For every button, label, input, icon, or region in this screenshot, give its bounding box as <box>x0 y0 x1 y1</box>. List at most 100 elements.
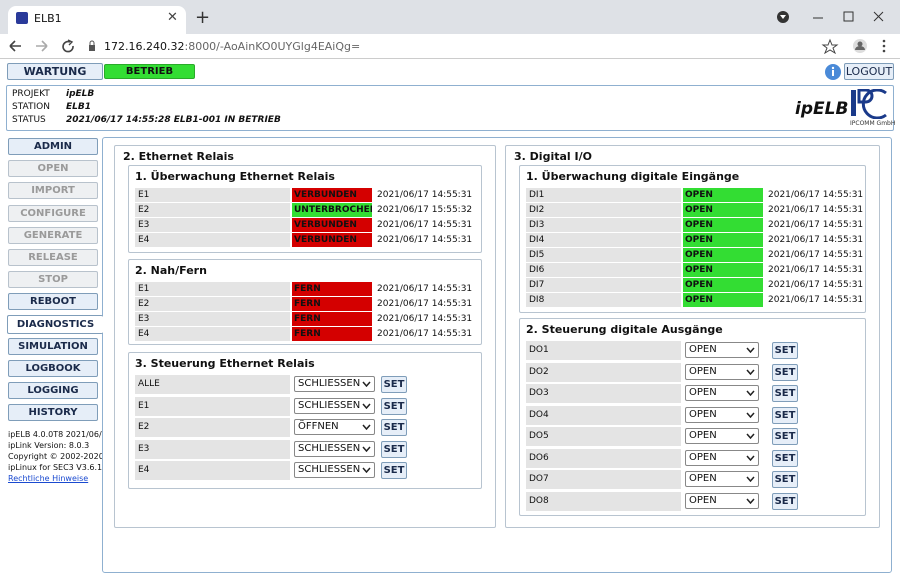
menu-button[interactable]: ADMIN <box>8 138 98 155</box>
timestamp: 2021/06/17 15:55:32 <box>377 205 473 215</box>
state-badge: OPEN <box>683 278 763 292</box>
timestamp: 2021/06/17 14:55:31 <box>377 299 473 309</box>
select-arrow <box>362 424 371 430</box>
row-label: E3 <box>135 312 290 326</box>
row-label: DI7 <box>526 278 681 292</box>
select[interactable]: OPEN <box>685 406 759 423</box>
timestamp: 2021/06/17 14:55:31 <box>377 284 473 294</box>
logo-mark <box>851 89 887 119</box>
set-button[interactable]: SET <box>772 363 798 381</box>
url-host: 172.16.240.32 <box>104 40 185 53</box>
tab[interactable] <box>8 6 186 34</box>
timestamp: 2021/06/17 14:55:31 <box>377 220 473 230</box>
set-button[interactable]: SET <box>772 428 798 445</box>
info-icon[interactable] <box>824 63 842 81</box>
select[interactable]: OPEN <box>685 428 759 444</box>
timestamp: 2021/06/17 14:55:31 <box>768 265 864 275</box>
favicon <box>16 12 28 24</box>
menu-button[interactable]: SIMULATION <box>8 337 98 355</box>
select-arrow <box>746 455 755 461</box>
select[interactable]: OPEN <box>685 363 759 380</box>
state-badge: OPEN <box>683 218 763 232</box>
timestamp: 2021/06/17 14:55:31 <box>768 235 864 245</box>
url-path: :8000/-AoAinKO0UYGlg4EAiQg= <box>184 40 361 53</box>
set-button[interactable]: SET <box>381 376 407 393</box>
new-tab[interactable]: + <box>195 7 211 28</box>
select-arrow <box>362 403 371 409</box>
select[interactable]: OPEN <box>685 449 759 466</box>
set-button[interactable]: SET <box>381 397 407 415</box>
set-button[interactable]: SET <box>772 449 798 467</box>
set-button[interactable]: SET <box>381 462 407 479</box>
tab-title: ELB1 <box>34 12 62 25</box>
set-button[interactable]: SET <box>381 419 407 436</box>
select[interactable]: OPEN <box>685 342 759 358</box>
timestamp: 2021/06/17 14:55:31 <box>768 295 864 305</box>
row-label: E1 <box>135 282 290 296</box>
select-arrow <box>362 446 371 452</box>
select[interactable]: SCHLIESSEN <box>294 462 375 478</box>
state-badge: OPEN <box>683 293 763 307</box>
browser-tools[interactable] <box>820 38 895 54</box>
set-button[interactable]: SET <box>772 406 798 424</box>
set-button[interactable]: SET <box>772 471 798 488</box>
section-title: 1. Überwachung Ethernet Relais <box>135 170 335 183</box>
state-badge: FERN <box>292 312 372 326</box>
select-arrow <box>746 433 755 439</box>
select[interactable]: SCHLIESSEN <box>294 440 375 457</box>
info-value: ELB1 <box>66 102 92 112</box>
menu-button[interactable]: LOGBOOK <box>8 360 98 377</box>
state-badge: VERBUNDEN <box>292 188 372 202</box>
set-button[interactable]: SET <box>772 342 798 359</box>
menu-tab-active[interactable]: DIAGNOSTICS <box>7 314 103 334</box>
timestamp: 2021/06/17 14:55:31 <box>377 329 473 339</box>
select-arrow <box>746 369 755 375</box>
row-label: E3 <box>135 439 290 459</box>
select[interactable]: SCHLIESSEN <box>294 376 375 392</box>
info-value: ipELB <box>66 89 95 99</box>
state-badge: OPEN <box>683 203 763 217</box>
select[interactable]: OPEN <box>685 492 759 509</box>
url[interactable]: 172.16.240.32:8000/-AoAinKO0UYGlg4EAiQg= <box>104 40 360 53</box>
menu-button: GENERATE <box>8 226 98 244</box>
select-arrow <box>362 467 371 473</box>
state-badge: OPEN <box>683 188 763 202</box>
tab-close[interactable]: ✕ <box>167 10 178 25</box>
set-button[interactable]: SET <box>381 440 407 458</box>
select[interactable]: OPEN <box>685 385 759 401</box>
select[interactable]: ÖFFNEN <box>294 419 375 435</box>
timestamp: 2021/06/17 14:55:31 <box>768 205 864 215</box>
state-badge: UNTERBROCHEN <box>292 203 372 217</box>
logout-button[interactable]: LOGOUT <box>844 63 894 80</box>
timestamp: 2021/06/17 14:55:31 <box>768 250 864 260</box>
timestamp: 2021/06/17 14:55:31 <box>768 280 864 290</box>
panel-title: 3. Digital I/O <box>514 150 592 163</box>
nav-buttons[interactable] <box>6 38 96 54</box>
address-bar <box>0 34 900 59</box>
row-label: DO7 <box>526 470 681 489</box>
select[interactable]: SCHLIESSEN <box>294 397 375 414</box>
timestamp: 2021/06/17 14:55:31 <box>377 190 473 200</box>
set-button[interactable]: SET <box>772 492 798 510</box>
company: IPCOMM GmbH <box>850 120 896 127</box>
row-label: DI4 <box>526 233 681 247</box>
mode-button[interactable]: WARTUNG <box>7 63 103 80</box>
menu-button[interactable]: REBOOT <box>8 293 98 311</box>
select-arrow <box>362 381 371 387</box>
menu-button[interactable]: LOGGING <box>8 382 98 400</box>
footer-link[interactable]: Rechtliche Hinweise <box>8 474 89 483</box>
window-controls <box>777 11 884 23</box>
row-label: DO4 <box>526 405 681 425</box>
select[interactable]: OPEN <box>685 471 759 487</box>
menu-button: IMPORT <box>8 182 98 200</box>
footer-line: ipELB 4.0.0T8 2021/06/16 <box>8 430 102 439</box>
select-arrow <box>746 412 755 418</box>
state-badge: OPEN <box>683 248 763 262</box>
menu-button: RELEASE <box>8 249 98 266</box>
menu-button: OPEN <box>8 160 98 178</box>
row-label: ALLE <box>135 375 290 394</box>
state-badge: FERN <box>292 282 372 296</box>
menu-button[interactable]: HISTORY <box>8 404 98 422</box>
set-button[interactable]: SET <box>772 385 798 402</box>
row-label: DO8 <box>526 491 681 511</box>
